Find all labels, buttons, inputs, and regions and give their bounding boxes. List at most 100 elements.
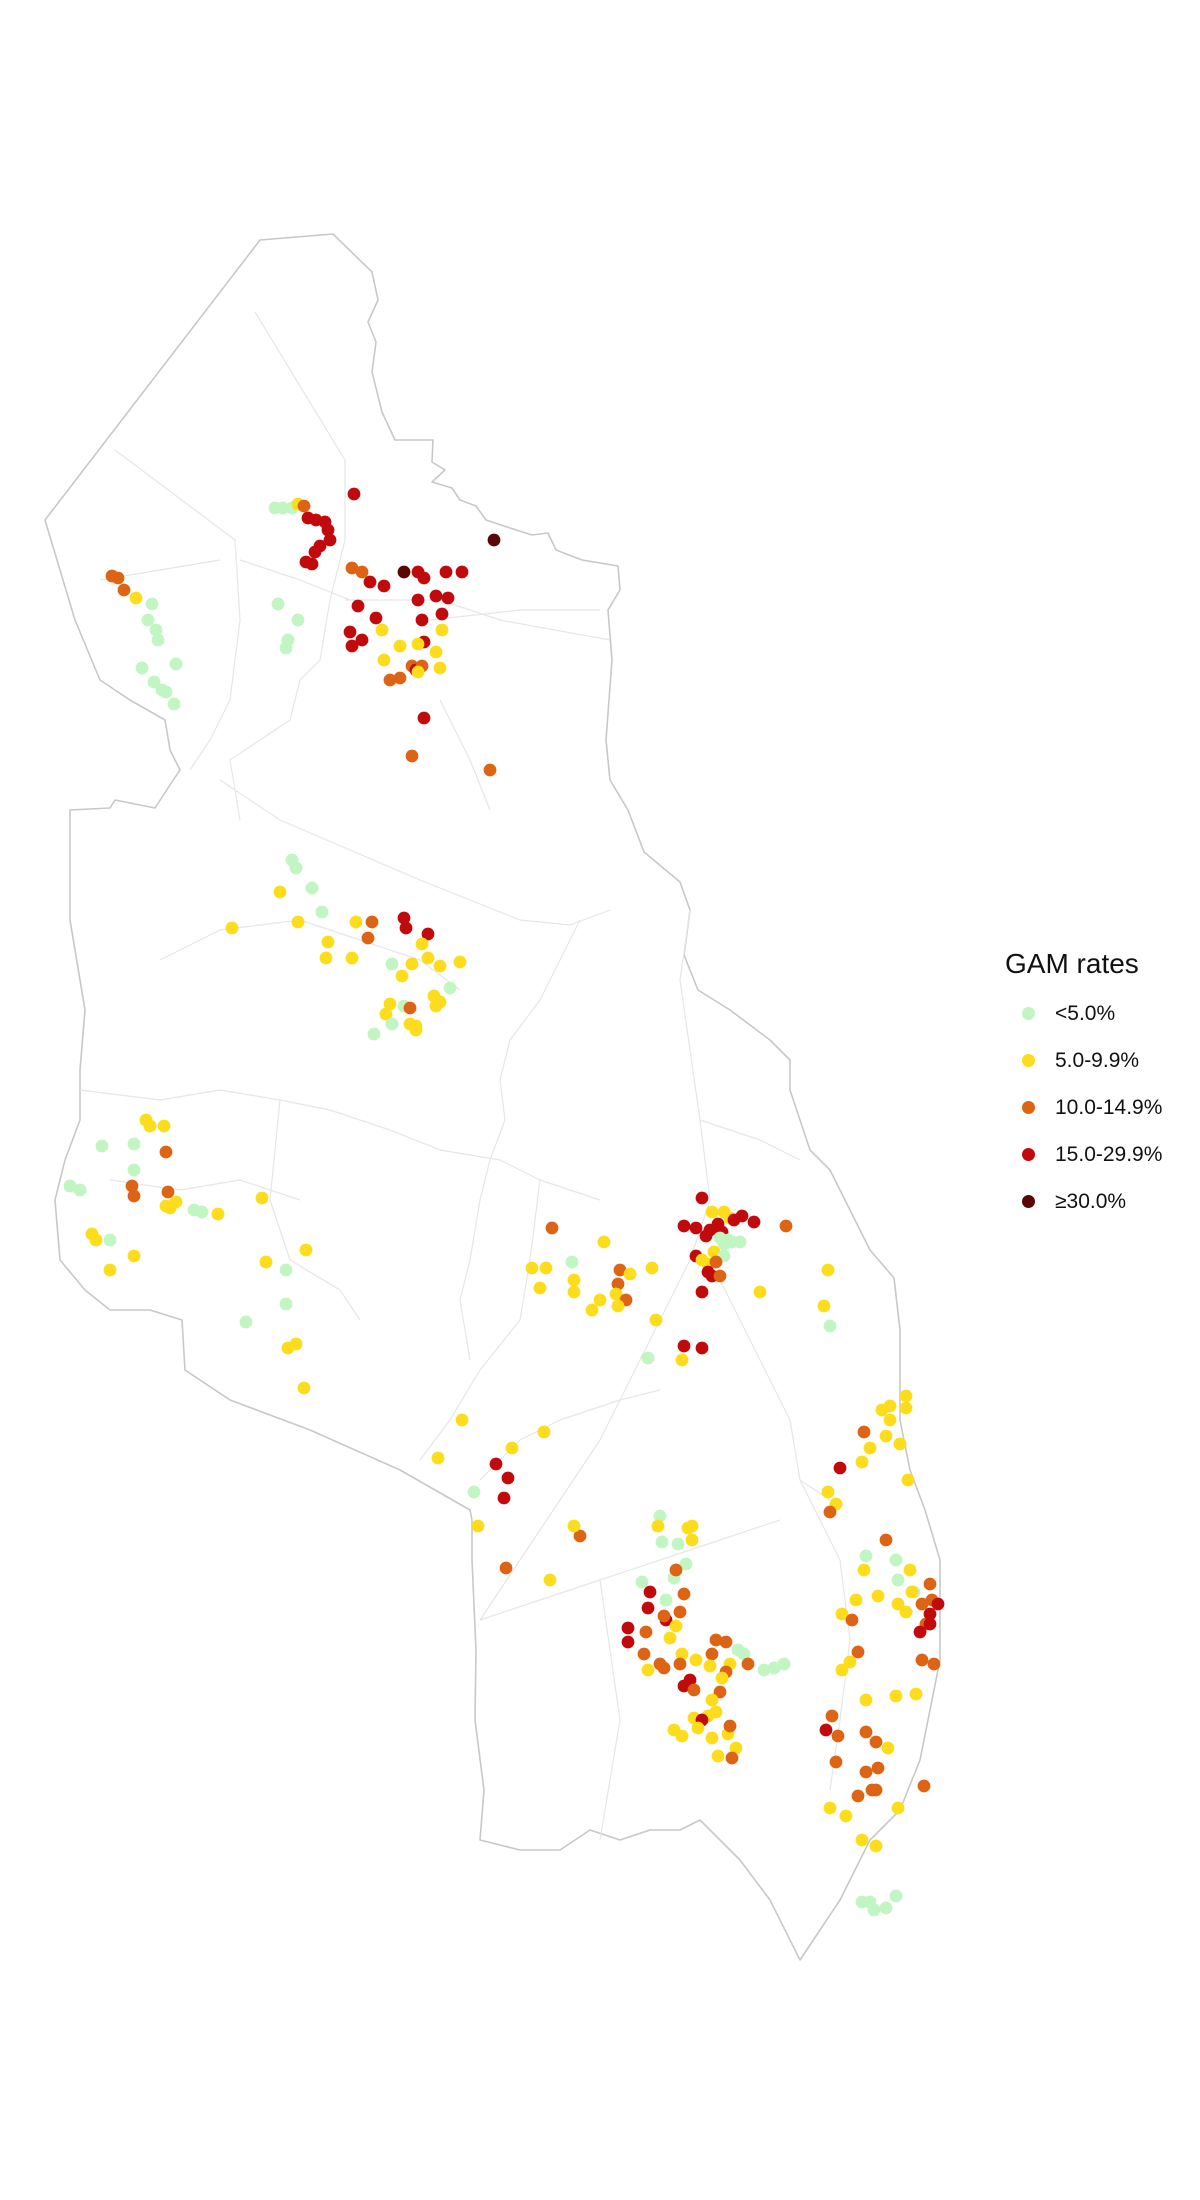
inner-boundary	[159, 919, 461, 991]
point-10to15	[161, 1185, 175, 1199]
point-ge30	[487, 533, 501, 547]
point-5to10	[823, 1801, 837, 1815]
point-5to10	[901, 1473, 915, 1487]
point-5to10	[609, 1287, 623, 1301]
legend-title: GAM rates	[1005, 948, 1139, 979]
point-lt5	[879, 1901, 893, 1915]
point-10to15	[831, 1729, 845, 1743]
point-lt5	[271, 597, 285, 611]
point-5to10	[379, 1007, 393, 1021]
point-5to10	[715, 1671, 729, 1685]
point-5to10	[409, 1023, 423, 1037]
legend-swatch	[1022, 1148, 1035, 1161]
point-10to15	[779, 1219, 793, 1233]
point-15to30	[497, 1491, 511, 1505]
legend-item: 10.0-14.9%	[1005, 1084, 1195, 1131]
point-15to30	[351, 599, 365, 613]
point-lt5	[467, 1485, 481, 1499]
point-10to15	[923, 1577, 937, 1591]
inner-boundary	[114, 449, 241, 771]
point-15to30	[913, 1625, 927, 1639]
point-lt5	[169, 657, 183, 671]
point-15to30	[397, 911, 411, 925]
point-5to10	[349, 915, 363, 929]
point-10to15	[859, 1725, 873, 1739]
point-lt5	[279, 1263, 293, 1277]
inner-boundary	[219, 779, 611, 926]
point-5to10	[255, 1191, 269, 1205]
point-5to10	[405, 957, 419, 971]
point-5to10	[899, 1605, 913, 1619]
point-5to10	[169, 1195, 183, 1209]
point-5to10	[567, 1519, 581, 1533]
point-5to10	[299, 1243, 313, 1257]
inner-boundary	[719, 1279, 831, 1501]
point-10to15	[917, 1779, 931, 1793]
inner-boundary	[699, 1119, 801, 1161]
point-10to15	[297, 499, 311, 513]
point-10to15	[871, 1761, 885, 1775]
point-15to30	[415, 613, 429, 627]
legend-item: 15.0-29.9%	[1005, 1131, 1195, 1178]
point-5to10	[593, 1293, 607, 1307]
point-5to10	[471, 1519, 485, 1533]
point-lt5	[671, 1537, 685, 1551]
point-15to30	[421, 927, 435, 941]
legend-item: <5.0%	[1005, 990, 1195, 1037]
point-lt5	[127, 1163, 141, 1177]
point-lt5	[289, 861, 303, 875]
point-15to30	[699, 1229, 713, 1243]
point-10to15	[825, 1709, 839, 1723]
point-15to30	[621, 1635, 635, 1649]
point-5to10	[453, 955, 467, 969]
legend-label: 5.0-9.9%	[1055, 1048, 1140, 1072]
point-5to10	[375, 623, 389, 637]
legend-label: 10.0-14.9%	[1055, 1095, 1163, 1119]
point-lt5	[195, 1205, 209, 1219]
point-10to15	[639, 1625, 653, 1639]
point-5to10	[505, 1441, 519, 1455]
point-5to10	[849, 1593, 863, 1607]
point-10to15	[719, 1635, 733, 1649]
point-10to15	[915, 1597, 929, 1611]
point-10to15	[393, 671, 407, 685]
point-5to10	[667, 1723, 681, 1737]
point-5to10	[729, 1741, 743, 1755]
site-points	[63, 487, 945, 1917]
point-lt5	[635, 1575, 649, 1589]
point-5to10	[429, 999, 443, 1013]
inner-boundary	[459, 919, 581, 1361]
point-lt5	[889, 1553, 903, 1567]
point-5to10	[689, 1653, 703, 1667]
point-5to10	[393, 639, 407, 653]
point-lt5	[95, 1139, 109, 1153]
point-10to15	[927, 1657, 941, 1671]
point-15to30	[439, 565, 453, 579]
point-10to15	[365, 915, 379, 929]
point-5to10	[903, 1563, 917, 1577]
point-15to30	[355, 633, 369, 647]
point-lt5	[733, 1235, 747, 1249]
point-15to30	[299, 555, 313, 569]
point-lt5	[659, 1593, 673, 1607]
point-15to30	[747, 1215, 761, 1229]
point-15to30	[377, 579, 391, 593]
point-5to10	[705, 1731, 719, 1745]
point-10to15	[127, 1189, 141, 1203]
point-5to10	[273, 885, 287, 899]
legend-label: 15.0-29.9%	[1055, 1142, 1163, 1166]
point-5to10	[431, 1451, 445, 1465]
point-5to10	[157, 1119, 171, 1133]
point-15to30	[833, 1461, 847, 1475]
point-10to15	[673, 1657, 687, 1671]
point-5to10	[705, 1693, 719, 1707]
point-15to30	[695, 1191, 709, 1205]
point-10to15	[857, 1425, 871, 1439]
inner-boundary	[439, 699, 491, 811]
point-10to15	[823, 1505, 837, 1519]
legend-items: <5.0% 5.0-9.9% 10.0-14.9% 15.0-29.9% ≥30…	[1005, 990, 1195, 1225]
point-5to10	[821, 1485, 835, 1499]
point-5to10	[835, 1663, 849, 1677]
point-5to10	[709, 1705, 723, 1719]
point-10to15	[611, 1277, 625, 1291]
